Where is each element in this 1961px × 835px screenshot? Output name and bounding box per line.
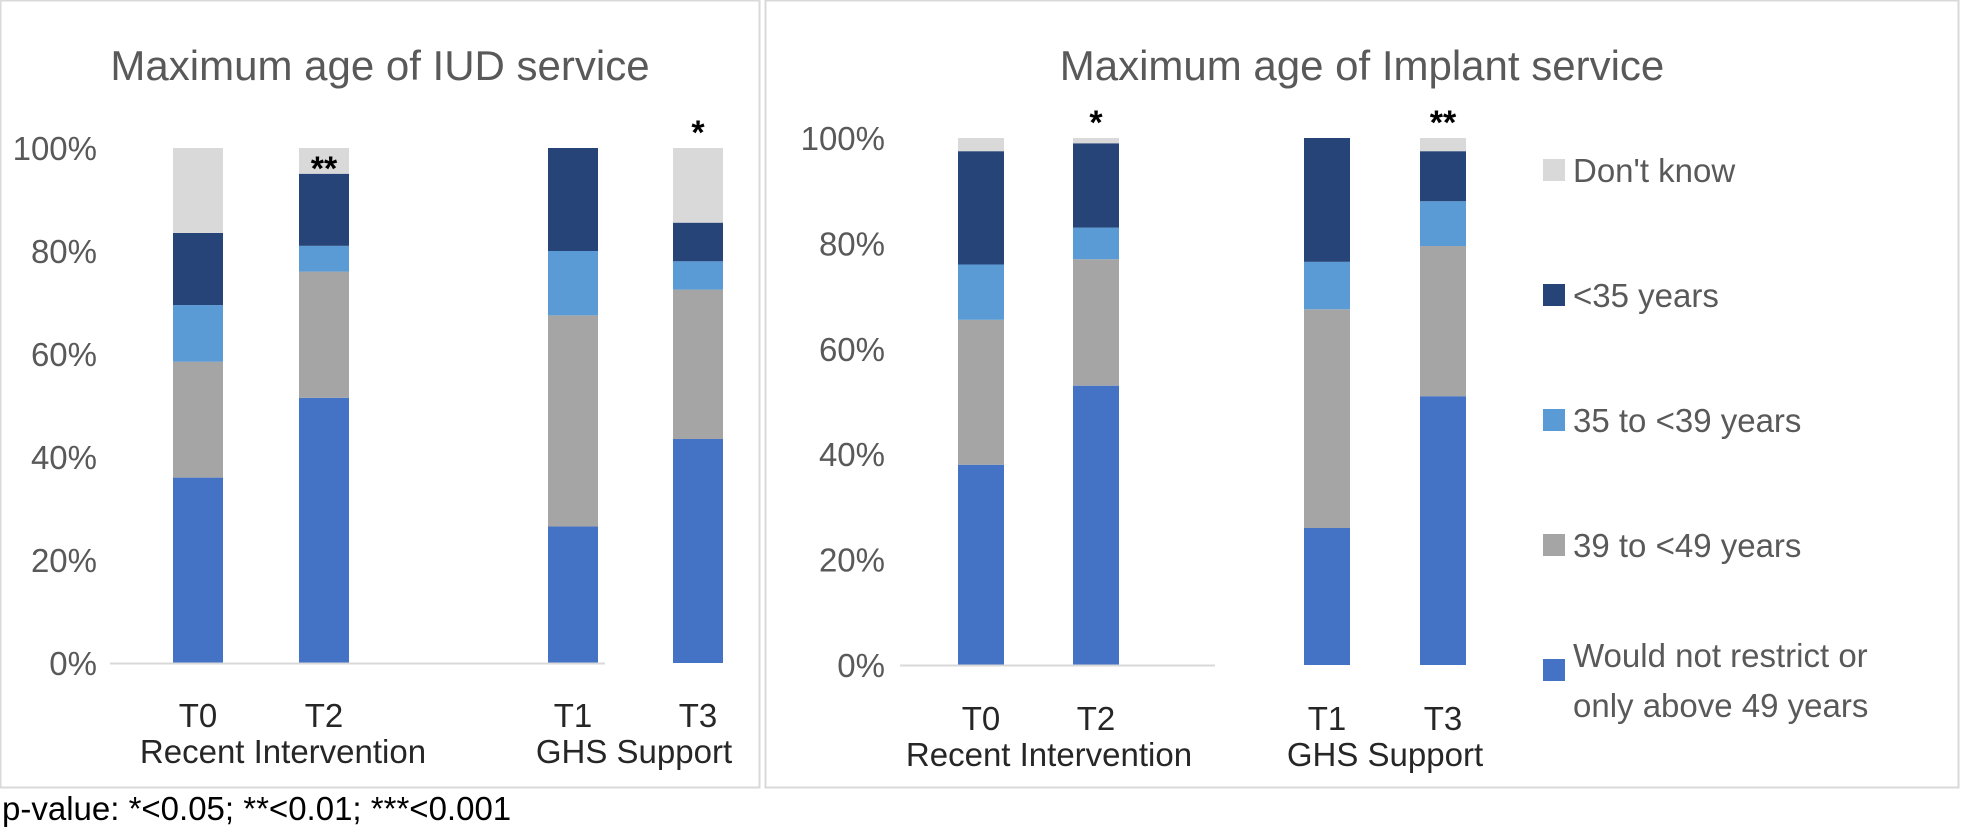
iud-group-label: GHS Support <box>536 733 732 770</box>
iud-ytick-label: 40% <box>31 439 97 476</box>
legend-label: Would not restrict or only above 49 years <box>1573 637 1868 724</box>
implant-bar-segment <box>1304 309 1350 528</box>
iud-bar-segment <box>173 148 223 233</box>
implant-ytick-label: 20% <box>819 542 885 579</box>
iud-ytick-label: 60% <box>31 336 97 373</box>
implant-bar-segment <box>958 464 1004 665</box>
implant-bar-segment <box>1304 138 1350 262</box>
implant-bar-segment <box>1073 138 1119 144</box>
implant-ytick-label: 100% <box>801 120 885 157</box>
legend: Don't know <35 years 35 to <39 years 39 to … <box>1543 152 1868 724</box>
legend-swatch <box>1543 284 1565 306</box>
implant-category-label: T3 <box>1424 700 1463 737</box>
iud-bar-segment <box>673 222 723 262</box>
legend-swatch <box>1543 159 1565 181</box>
implant-bar-segment <box>1420 151 1466 202</box>
iud-bar-segment <box>173 361 223 478</box>
iud-significance-marker: ** <box>311 150 338 188</box>
implant-bar-segment <box>1073 385 1119 665</box>
iud-bar-segment <box>673 148 723 223</box>
implant-group-label: Recent Intervention <box>906 736 1192 773</box>
p-value-footnote: p-value: *<0.05; **<0.01; ***<0.001 <box>2 790 512 827</box>
iud-bar-segment <box>299 271 349 398</box>
implant-ytick-label: 80% <box>819 225 885 262</box>
implant-category-label: T1 <box>1308 700 1347 737</box>
implant-ytick-label: 40% <box>819 436 885 473</box>
legend-label: Don't know <box>1573 152 1735 189</box>
implant-chart-title: Maximum age of Implant service <box>1060 42 1665 89</box>
legend-swatch <box>1543 409 1565 431</box>
implant-bar-segment <box>1073 227 1119 260</box>
iud-bar-segment <box>299 148 349 174</box>
implant-bar-segment <box>958 151 1004 265</box>
implant-bar-segment <box>958 319 1004 465</box>
implant-bar-segment <box>1420 138 1466 152</box>
iud-category-label: T2 <box>305 697 344 734</box>
iud-chart: Maximum age of IUD service 0% 20% 40% 60% 80%… <box>13 42 733 770</box>
implant-bar-segment <box>958 264 1004 320</box>
implant-bar-segment <box>958 138 1004 152</box>
implant-significance-marker: * <box>1089 104 1103 142</box>
iud-bar-segment <box>548 148 598 251</box>
implant-bar-segment <box>1073 259 1119 386</box>
legend-label: 39 to <49 years <box>1573 527 1801 564</box>
implant-bar-segment <box>1420 246 1466 397</box>
iud-significance-marker: * <box>691 114 705 152</box>
implant-category-label: T0 <box>962 700 1001 737</box>
legend-swatch <box>1543 659 1565 681</box>
iud-category-label: T3 <box>679 697 718 734</box>
iud-chart-frame <box>0 0 761 789</box>
implant-bar-segment <box>1304 261 1350 310</box>
iud-bar-segment <box>673 289 723 439</box>
iud-bar-segment <box>548 315 598 527</box>
iud-bar-segment <box>299 245 349 272</box>
iud-bar-segment <box>673 261 723 290</box>
iud-bar-segment <box>299 397 349 663</box>
iud-bar-segment <box>299 173 349 246</box>
implant-bar-segment <box>1073 143 1119 228</box>
implant-category-label: T2 <box>1077 700 1116 737</box>
iud-ytick-label: 80% <box>31 233 97 270</box>
legend-swatch <box>1543 534 1565 556</box>
implant-ytick-label: 60% <box>819 331 885 368</box>
iud-bar-segment <box>548 251 598 316</box>
iud-category-label: T0 <box>179 697 218 734</box>
implant-significance-marker: ** <box>1430 104 1457 142</box>
iud-bar-segment <box>173 232 223 306</box>
iud-bar-segment <box>173 305 223 362</box>
implant-bar-segment <box>1420 396 1466 665</box>
implant-chart: Maximum age of Implant service 0% 20% 40% 60… <box>801 42 1665 773</box>
implant-group-label: GHS Support <box>1287 736 1483 773</box>
iud-category-label: T1 <box>554 697 593 734</box>
legend-label: <35 years <box>1573 277 1719 314</box>
implant-ytick-label: 0% <box>837 647 885 684</box>
iud-ytick-label: 20% <box>31 542 97 579</box>
iud-bar-segment <box>548 526 598 663</box>
iud-chart-title: Maximum age of IUD service <box>110 42 649 89</box>
iud-ytick-label: 0% <box>49 645 97 682</box>
iud-bar-segment <box>673 438 723 663</box>
legend-label: 35 to <39 years <box>1573 402 1801 439</box>
iud-bar-segment <box>173 477 223 663</box>
implant-bar-segment <box>1420 201 1466 247</box>
implant-bar-segment <box>1304 527 1350 665</box>
iud-group-label: Recent Intervention <box>140 733 426 770</box>
iud-ytick-label: 100% <box>13 130 97 167</box>
